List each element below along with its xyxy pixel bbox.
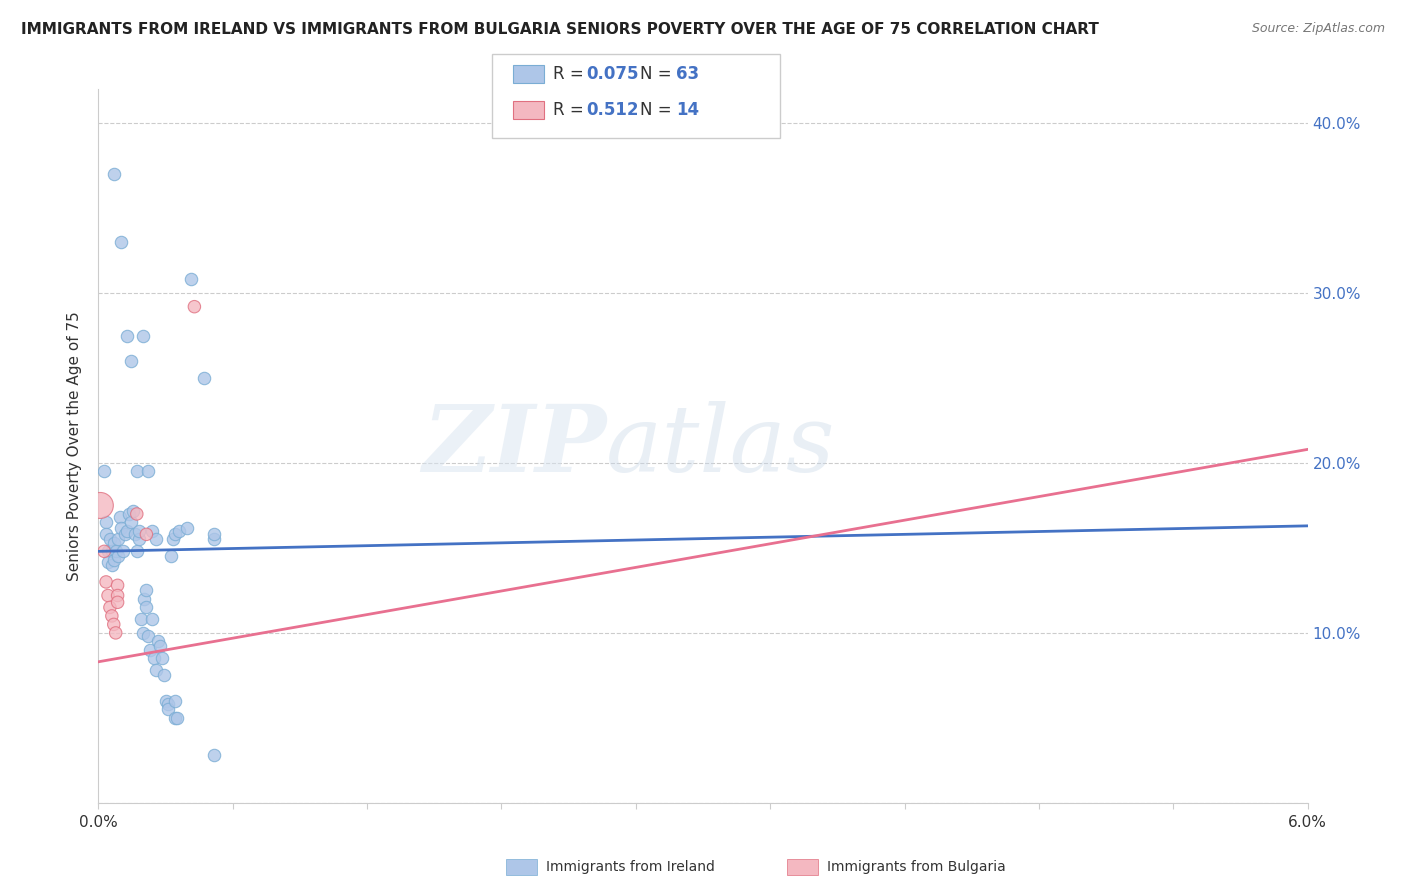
Point [131,626,153,640]
Point [141,524,163,538]
Text: Immigrants from Bulgaria: Immigrants from Bulgaria [827,860,1005,874]
Point [108,510,131,524]
Point [107,549,129,564]
Point [134,591,156,606]
Text: N =: N = [640,101,676,119]
Point [165,694,187,708]
Text: N =: N = [640,65,676,83]
Point [98,600,121,615]
Point [149,640,172,654]
Point [93,465,115,479]
Point [139,643,162,657]
Point [122,503,145,517]
Point [150,651,173,665]
Point [136,465,159,479]
Point [145,533,167,547]
Point [101,608,124,623]
Text: Immigrants from Ireland: Immigrants from Ireland [546,860,714,874]
Point [114,527,136,541]
Point [112,544,135,558]
Point [155,694,177,708]
Point [125,465,148,479]
Point [118,507,141,521]
Point [202,533,225,547]
Point [110,520,132,534]
Point [129,612,152,626]
Point [135,583,157,598]
Point [94,516,117,530]
Point [145,663,167,677]
Point [193,371,215,385]
Point [167,524,190,538]
Point [146,634,169,648]
Point [107,589,129,603]
Point [176,520,198,534]
Point [97,555,120,569]
Point [107,578,129,592]
Text: R =: R = [553,101,589,119]
Point [107,533,129,547]
Point [115,328,138,343]
Point [125,544,148,558]
Point [101,544,124,558]
Point [107,595,129,609]
Point [124,527,146,541]
Point [136,629,159,643]
Point [104,626,127,640]
Point [98,533,121,547]
Point [120,354,142,368]
Point [180,272,202,286]
Text: Source: ZipAtlas.com: Source: ZipAtlas.com [1251,22,1385,36]
Text: ZIP: ZIP [422,401,606,491]
Point [156,698,179,712]
Point [103,536,125,550]
Point [152,668,174,682]
Point [97,589,120,603]
Text: atlas: atlas [606,401,835,491]
Point [89,499,111,513]
Point [131,328,153,343]
Point [128,533,150,547]
Point [135,600,157,615]
Text: 0.512: 0.512 [586,101,638,119]
Point [165,711,187,725]
Point [165,527,187,541]
Point [120,516,142,530]
Point [125,507,148,521]
Point [94,574,117,589]
Point [143,651,166,665]
Point [135,527,157,541]
Text: R =: R = [553,65,589,83]
Text: 14: 14 [676,101,699,119]
Point [160,549,183,564]
Point [141,612,163,626]
Point [128,524,150,538]
Point [104,544,127,558]
Text: IMMIGRANTS FROM IRELAND VS IMMIGRANTS FROM BULGARIA SENIORS POVERTY OVER THE AGE: IMMIGRANTS FROM IRELAND VS IMMIGRANTS FR… [21,22,1099,37]
Point [202,748,225,763]
Point [101,558,124,572]
Point [93,544,115,558]
Point [94,527,117,541]
Point [115,524,138,538]
Point [97,544,120,558]
Point [103,617,125,632]
Text: 63: 63 [676,65,699,83]
Point [166,711,188,725]
Point [103,553,125,567]
Text: 0.075: 0.075 [586,65,638,83]
Point [202,527,225,541]
Point [162,533,184,547]
Point [156,702,179,716]
Y-axis label: Seniors Poverty Over the Age of 75: Seniors Poverty Over the Age of 75 [67,311,83,581]
Point [183,300,205,314]
Point [110,235,132,249]
Point [103,167,125,181]
